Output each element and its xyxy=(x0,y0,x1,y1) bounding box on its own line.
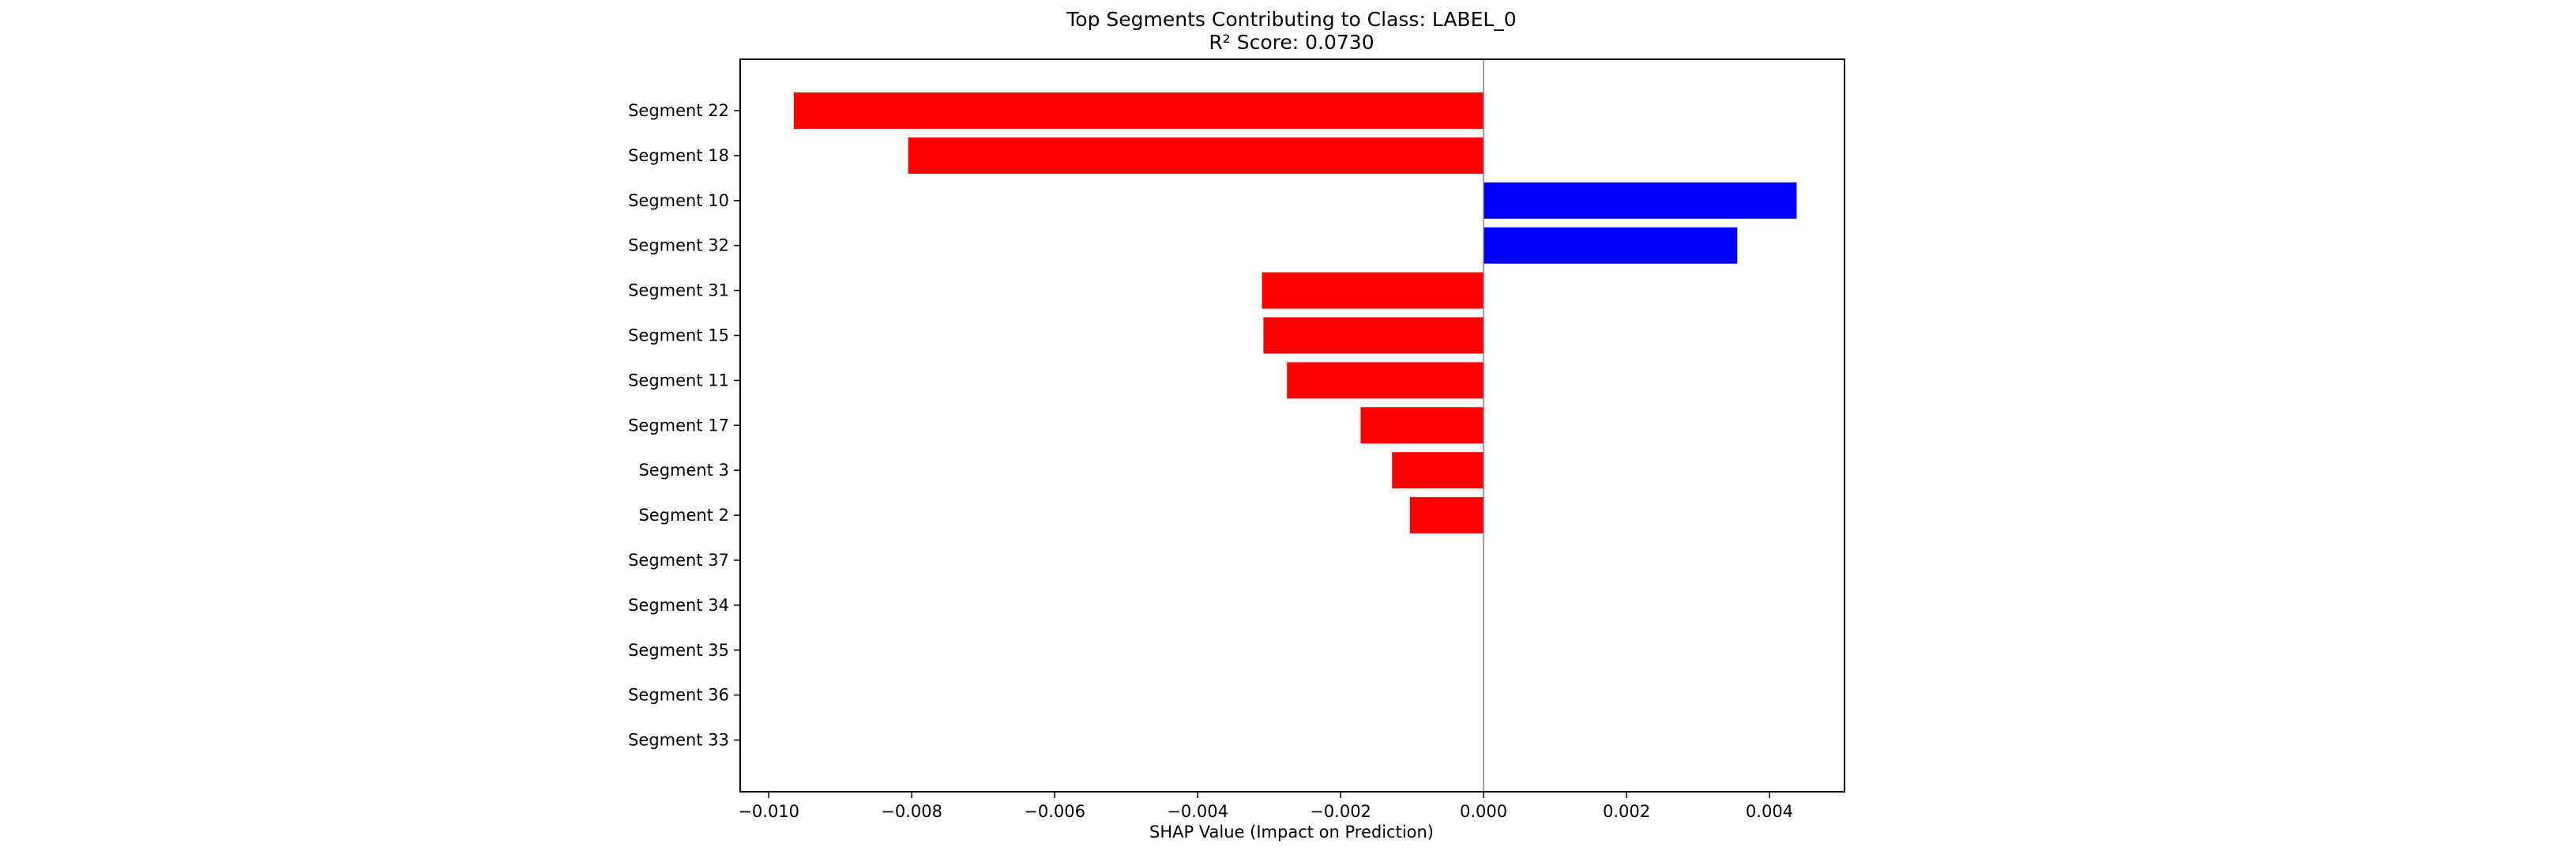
x-tick-label: −0.002 xyxy=(1310,802,1371,821)
y-tick-label: Segment 11 xyxy=(628,371,729,390)
y-tick-label: Segment 17 xyxy=(628,416,729,435)
bar-segment-18 xyxy=(908,137,1484,174)
y-tick-label: Segment 2 xyxy=(638,506,729,525)
y-axis: Segment 22 Segment 18 Segment 10 Segment 32… xyxy=(628,101,740,750)
y-tick-label: Segment 36 xyxy=(628,686,729,705)
chart-subtitle: R² Score: 0.0730 xyxy=(1209,31,1374,54)
x-tick-label: 0.004 xyxy=(1746,802,1793,821)
bar-segment-31 xyxy=(1262,272,1484,309)
y-tick-label: Segment 34 xyxy=(628,596,729,615)
y-tick-label: Segment 22 xyxy=(628,101,729,120)
x-tick-label: −0.008 xyxy=(881,802,942,821)
bar-segment-3 xyxy=(1392,452,1484,489)
x-axis: −0.010 −0.008 −0.006 −0.004 −0.002 0.000 0.002… xyxy=(738,792,1793,821)
bars-group xyxy=(793,92,1797,534)
bar-segment-2 xyxy=(1409,497,1484,534)
bar-segment-32 xyxy=(1484,227,1738,264)
bar-segment-10 xyxy=(1484,182,1797,219)
x-tick-label: −0.006 xyxy=(1024,802,1085,821)
y-tick-label: Segment 3 xyxy=(638,461,729,480)
x-tick-label: 0.002 xyxy=(1603,802,1650,821)
x-axis-label: SHAP Value (Impact on Prediction) xyxy=(1149,823,1434,842)
bar-segment-11 xyxy=(1287,362,1484,399)
x-tick-label: −0.004 xyxy=(1167,802,1228,821)
y-tick-label: Segment 33 xyxy=(628,731,729,750)
y-tick-label: Segment 10 xyxy=(628,191,729,210)
y-tick-label: Segment 37 xyxy=(628,551,729,570)
x-tick-label: 0.000 xyxy=(1460,802,1507,821)
y-tick-label: Segment 31 xyxy=(628,281,729,300)
y-tick-label: Segment 18 xyxy=(628,146,729,165)
x-tick-label: −0.010 xyxy=(738,802,799,821)
y-tick-label: Segment 15 xyxy=(628,326,729,345)
bar-segment-17 xyxy=(1360,407,1484,444)
chart-title: Top Segments Contributing to Class: LABE… xyxy=(1066,8,1516,31)
y-tick-label: Segment 32 xyxy=(628,236,729,255)
bar-segment-22 xyxy=(793,92,1484,129)
y-tick-label: Segment 35 xyxy=(628,641,729,660)
bar-segment-15 xyxy=(1263,317,1484,354)
